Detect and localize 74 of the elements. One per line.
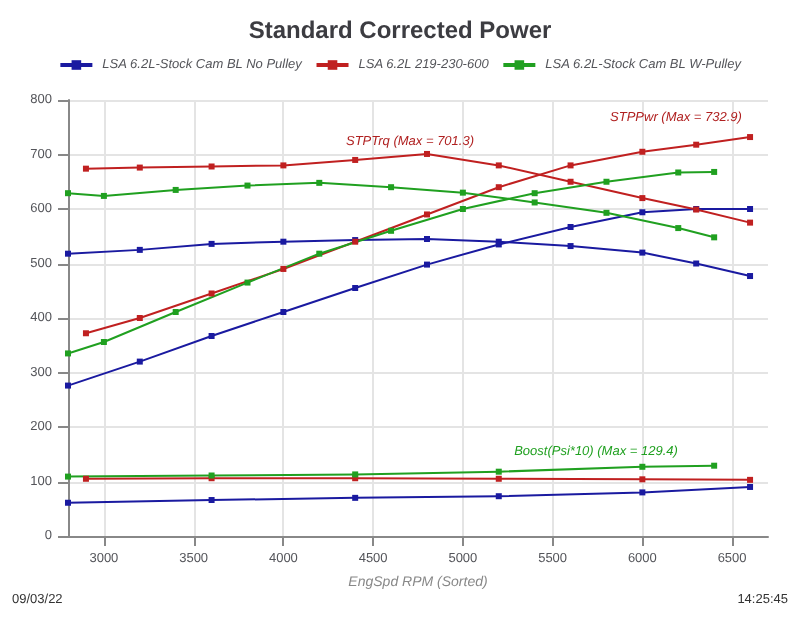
- point: [208, 497, 215, 504]
- point: [747, 206, 754, 212]
- point: [639, 476, 646, 483]
- point: [639, 489, 646, 496]
- point: [603, 178, 610, 185]
- point: [693, 141, 700, 148]
- point: [100, 338, 107, 345]
- point: [136, 315, 143, 321]
- point: [747, 219, 754, 226]
- point: [316, 250, 323, 257]
- point: [280, 309, 287, 316]
- point: [567, 178, 574, 185]
- point: [65, 473, 71, 480]
- point: [495, 493, 502, 500]
- point: [388, 227, 395, 234]
- point: [675, 169, 682, 176]
- point: [567, 243, 574, 250]
- point: [531, 199, 538, 206]
- point: [747, 476, 754, 483]
- point: [639, 209, 646, 216]
- point: [567, 223, 574, 230]
- point: [65, 190, 71, 197]
- point: [423, 150, 430, 157]
- point: [675, 225, 682, 232]
- point: [65, 382, 71, 389]
- point: [531, 190, 538, 197]
- point: [208, 240, 215, 247]
- point: [747, 483, 754, 490]
- point: [693, 260, 700, 267]
- point: [352, 285, 359, 292]
- point: [172, 186, 179, 193]
- point: [136, 246, 143, 253]
- point: [639, 148, 646, 155]
- point: [495, 475, 502, 482]
- point: [82, 330, 89, 337]
- point: [711, 234, 718, 241]
- point: [495, 184, 502, 191]
- point: [747, 273, 754, 280]
- point: [65, 499, 71, 506]
- point: [280, 265, 287, 272]
- point: [639, 463, 646, 470]
- point: [136, 164, 143, 171]
- point: [316, 179, 323, 186]
- point: [352, 494, 359, 501]
- point: [567, 162, 574, 169]
- point: [65, 350, 71, 357]
- point: [172, 309, 179, 316]
- point: [280, 162, 287, 169]
- point: [82, 475, 89, 482]
- point: [423, 211, 430, 218]
- point: [459, 206, 466, 212]
- point: [459, 189, 466, 196]
- point: [208, 332, 215, 339]
- point: [639, 195, 646, 202]
- point: [136, 358, 143, 365]
- point: [388, 184, 395, 191]
- point: [711, 462, 718, 469]
- point: [423, 261, 430, 268]
- point: [208, 290, 215, 297]
- point: [603, 209, 610, 216]
- point: [711, 168, 718, 175]
- point: [65, 250, 71, 257]
- point: [352, 156, 359, 163]
- point: [100, 192, 107, 199]
- point: [208, 163, 215, 170]
- point: [82, 165, 89, 172]
- point: [747, 134, 754, 141]
- point: [495, 468, 502, 475]
- point: [639, 249, 646, 256]
- point: [244, 182, 251, 189]
- point: [495, 162, 502, 169]
- point: [280, 238, 287, 245]
- point: [244, 279, 251, 286]
- chart-title: Standard Corrected Power: [248, 16, 553, 44]
